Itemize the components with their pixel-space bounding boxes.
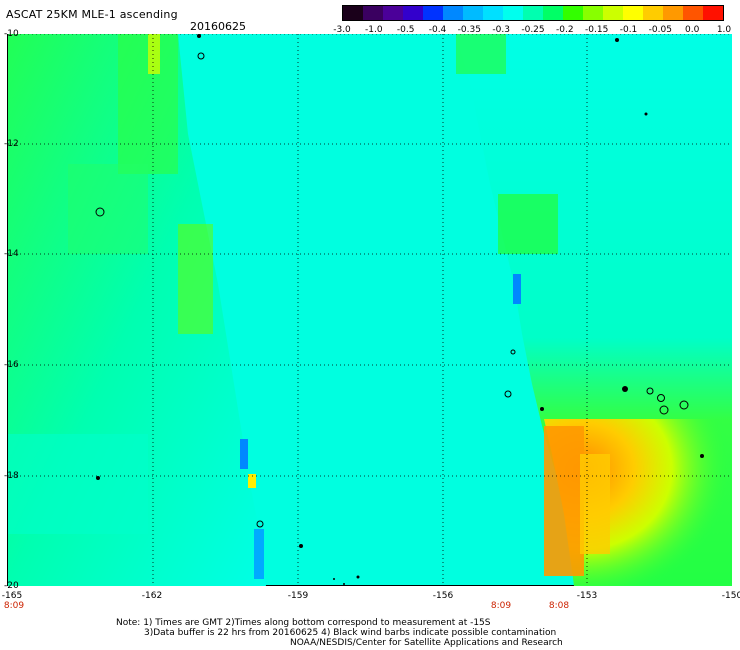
- color-scale-swatch: [603, 6, 623, 20]
- map-panel: [7, 34, 732, 586]
- color-scale-swatch: [343, 6, 363, 20]
- time-label: 8:09: [3, 601, 25, 611]
- lat-label: -12: [4, 139, 19, 149]
- color-scale-swatch: [583, 6, 603, 20]
- color-scale-label: -0.05: [648, 25, 672, 35]
- color-scale-swatch: [563, 6, 583, 20]
- lat-label: -10: [4, 29, 19, 39]
- color-scale-labels: -3.0 -1.0 -0.5 -0.4 -0.35 -0.3 -0.25 -0.2 -0.15-…: [332, 25, 732, 37]
- color-scale-label: -0.25: [521, 25, 545, 35]
- note-line-3: NOAA/NESDIS/Center for Satellite Applica…: [290, 638, 563, 648]
- color-scale-swatch: [703, 6, 723, 20]
- lon-label: -159: [287, 591, 309, 601]
- right-swath: [456, 34, 732, 586]
- color-scale-swatch: [383, 6, 403, 20]
- map-date: 20160625: [190, 20, 246, 33]
- time-label: 8:08: [548, 601, 570, 611]
- lon-label: -162: [141, 591, 163, 601]
- color-scale-label: -0.3: [492, 25, 510, 35]
- color-scale-label: -3.0: [333, 25, 351, 35]
- color-scale-label: -0.2: [556, 25, 574, 35]
- color-scale-swatch: [443, 6, 463, 20]
- color-scale-swatch: [663, 6, 683, 20]
- color-scale-swatch: [423, 6, 443, 20]
- color-scale-label: -0.35: [457, 25, 481, 35]
- lon-label: -165: [1, 591, 23, 601]
- color-scale-swatch: [403, 6, 423, 20]
- color-scale-swatch: [463, 6, 483, 20]
- lon-label: -150: [721, 591, 740, 601]
- color-scale-label: -0.5: [396, 25, 415, 35]
- color-scale-bar: [342, 5, 724, 21]
- lat-label: -16: [4, 360, 19, 370]
- color-scale-label: -0.4: [428, 25, 447, 35]
- color-scale-swatch: [643, 6, 663, 20]
- note-line-1: Note: 1) Times are GMT 2)Times along bot…: [116, 618, 491, 628]
- left-swath: [8, 34, 266, 586]
- gap-features: [197, 34, 360, 585]
- color-scale-label: 0.0: [684, 25, 700, 35]
- color-scale-swatch: [523, 6, 543, 20]
- map-title: ASCAT 25KM MLE-1 ascending: [6, 8, 178, 21]
- lat-label: -20: [4, 581, 19, 591]
- color-scale-swatch: [623, 6, 643, 20]
- color-scale-label: -0.15: [585, 25, 609, 35]
- lat-label: -18: [4, 471, 19, 481]
- color-scale-swatch: [483, 6, 503, 20]
- color-scale-swatch: [363, 6, 383, 20]
- note-line-2: 3)Data buffer is 22 hrs from 20160625 4)…: [144, 628, 557, 638]
- color-scale-label: -1.0: [365, 25, 383, 35]
- lon-label: -153: [576, 591, 598, 601]
- color-scale-swatch: [543, 6, 563, 20]
- color-scale-swatch: [683, 6, 703, 20]
- time-label: 8:09: [490, 601, 512, 611]
- lon-label: -156: [432, 591, 454, 601]
- lat-lon-grid: [8, 34, 732, 586]
- color-scale-label: 1.0: [716, 25, 732, 35]
- color-scale-swatch: [503, 6, 523, 20]
- wind-field-map: [8, 34, 732, 586]
- color-scale-label: -0.1: [619, 25, 638, 35]
- lat-label: -14: [4, 249, 19, 259]
